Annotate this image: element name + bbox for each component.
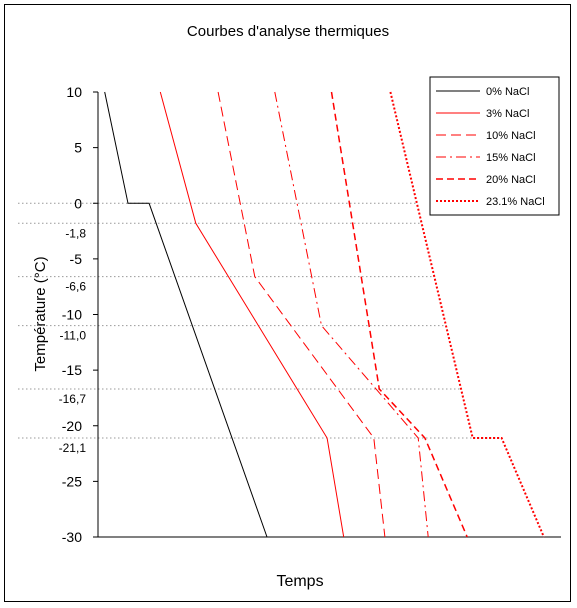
- y-tick-label: -10: [62, 307, 82, 323]
- legend-label: 0% NaCl: [486, 86, 529, 98]
- legend-label: 20% NaCl: [486, 174, 536, 186]
- y-tick-label: 10: [66, 84, 82, 100]
- y-tick-label: 5: [74, 140, 82, 156]
- series-line: [159, 91, 345, 538]
- y-tick-label: -5: [70, 251, 83, 267]
- legend-label: 3% NaCl: [486, 108, 529, 120]
- y-tick-label: 0: [74, 195, 82, 211]
- reference-label: -6,6: [65, 280, 86, 294]
- legend-label: 10% NaCl: [486, 130, 536, 142]
- reference-label: -16,7: [59, 392, 87, 406]
- y-tick-label: -30: [62, 529, 82, 545]
- series-line: [274, 91, 429, 538]
- reference-label: -21,1: [59, 441, 87, 455]
- y-tick-label: -20: [62, 418, 82, 434]
- legend-label: 23.1% NaCl: [486, 196, 545, 208]
- series-line: [330, 91, 468, 538]
- reference-label: -11,0: [60, 329, 87, 343]
- series-line: [217, 91, 386, 538]
- series-line: [104, 91, 268, 538]
- y-axis-label: Température (°C): [32, 256, 49, 371]
- chart-title: Courbes d'analyse thermiques: [187, 23, 389, 40]
- reference-label: -1,8: [65, 226, 86, 240]
- legend-box: [429, 76, 560, 216]
- series-line: [389, 91, 545, 538]
- legend-label: 15% NaCl: [486, 152, 536, 164]
- x-axis-label: Temps: [276, 573, 323, 590]
- legend: 0% NaCl 3% NaCl 10% NaCl 15% NaCl 20% NaCl 23…: [429, 76, 560, 216]
- y-tick-label: -25: [62, 473, 82, 489]
- plot-area: -1,8 -6,6 -11,0 -16,7 -21,1 10 5 0 -5 -10 -15 -20 -2…: [18, 84, 561, 545]
- y-tick-label: -15: [62, 362, 82, 378]
